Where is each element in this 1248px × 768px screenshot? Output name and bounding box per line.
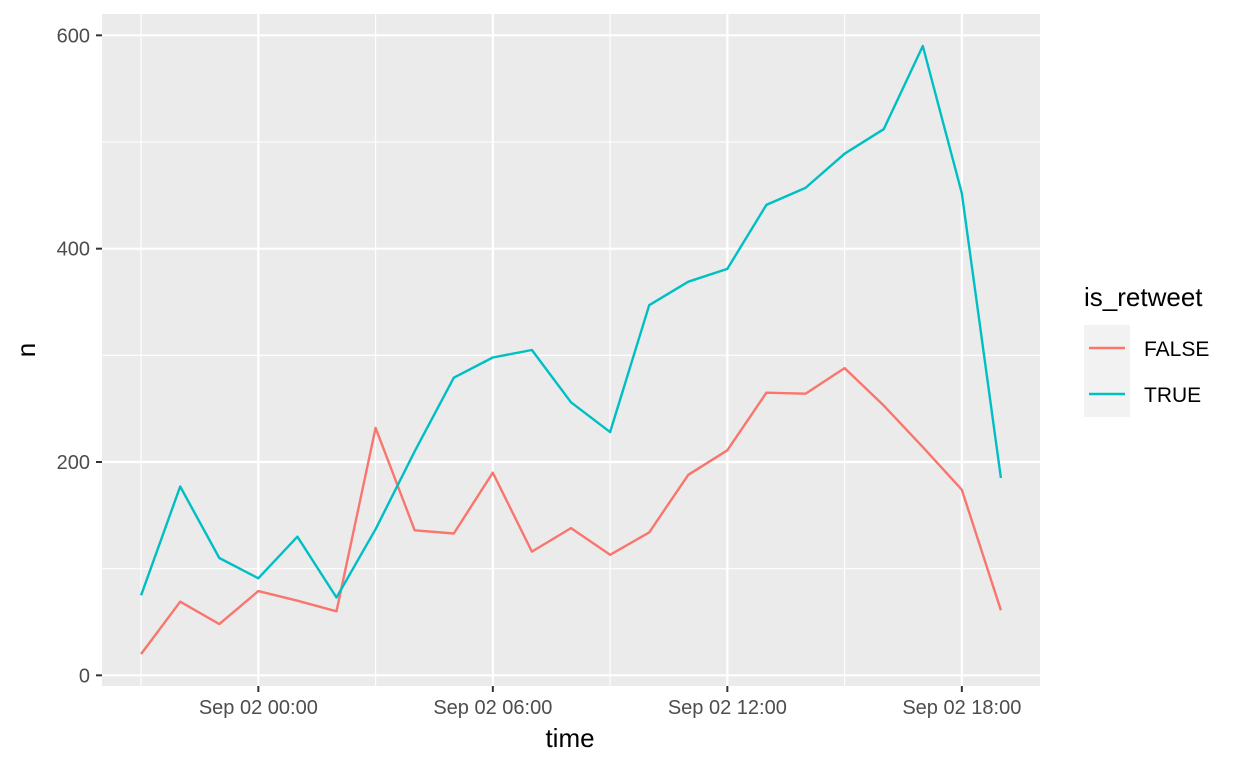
legend-label-false: FALSE [1144, 338, 1209, 361]
series-line-false [140, 366, 1003, 655]
major-gridlines [102, 14, 1040, 686]
x-tick-label: Sep 02 12:00 [668, 697, 787, 719]
plot-panel [102, 14, 1040, 686]
series-lines [139, 44, 1003, 655]
y-tick-label: 0 [79, 665, 90, 687]
x-tick-label: Sep 02 00:00 [199, 697, 318, 719]
legend-items: FALSE TRUE [1084, 325, 1209, 417]
legend-title: is_retweet [1084, 282, 1203, 312]
x-axis: Sep 02 00:00 Sep 02 06:00 Sep 02 12:00 Sep … [199, 686, 1021, 719]
legend-label-true: TRUE [1144, 384, 1201, 407]
x-tick-label: Sep 02 06:00 [433, 697, 552, 719]
x-tick-label: Sep 02 18:00 [902, 697, 1021, 719]
y-axis-title: n [11, 343, 41, 357]
y-tick-label: 400 [57, 239, 90, 261]
y-tick-label: 600 [57, 25, 90, 47]
y-axis: 0 200 400 600 [57, 25, 102, 687]
legend: is_retweet FALSE TRUE [1084, 282, 1209, 417]
series-line-true [139, 44, 1003, 599]
y-tick-label: 200 [57, 452, 90, 474]
x-axis-title: time [545, 723, 594, 753]
legend-key-background [1084, 325, 1130, 417]
